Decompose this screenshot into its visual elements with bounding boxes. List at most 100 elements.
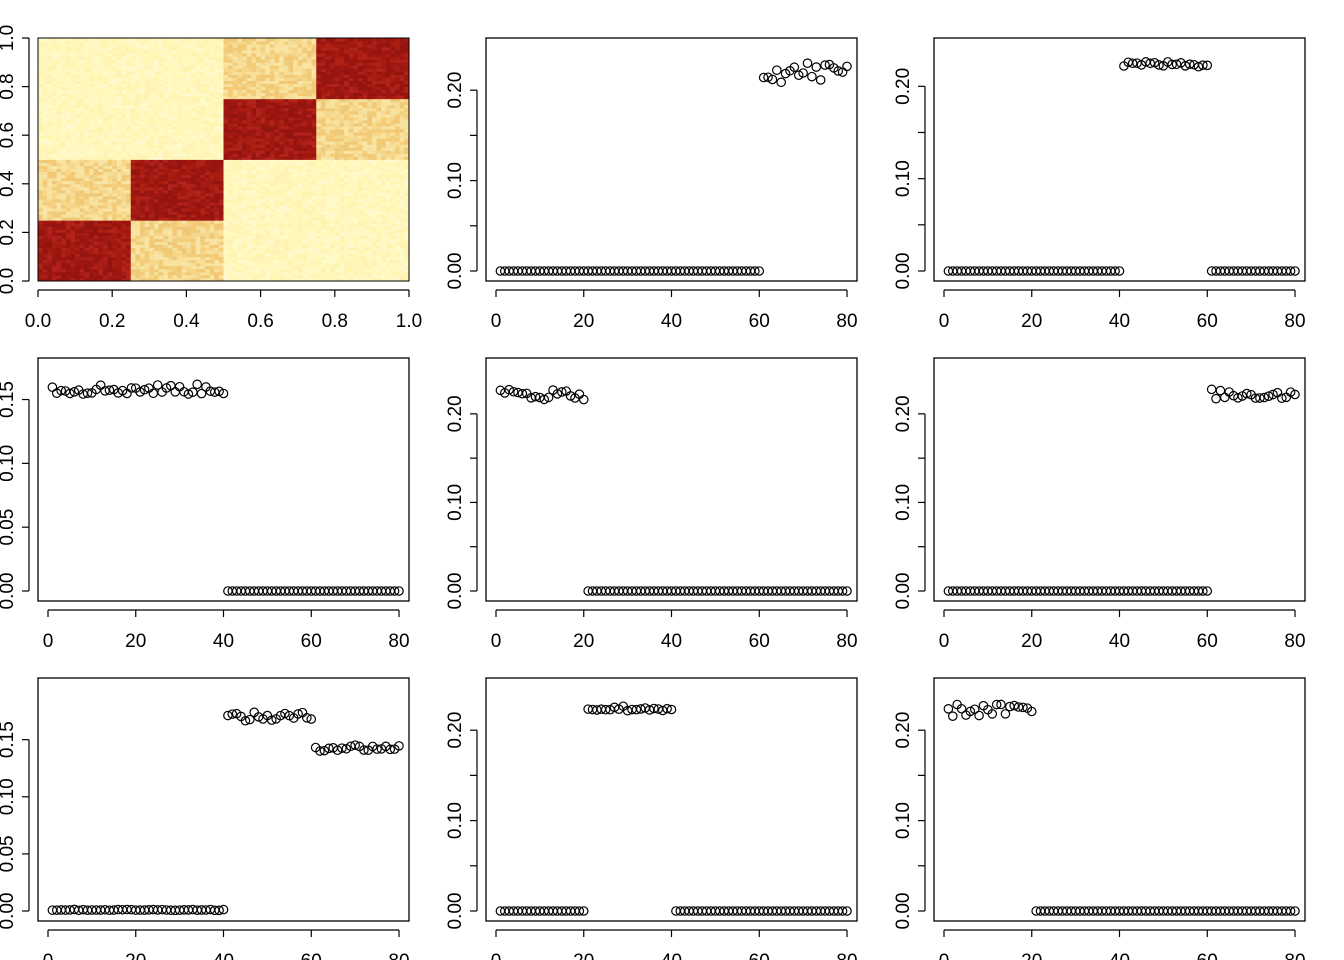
data-point xyxy=(1277,393,1287,404)
data-point xyxy=(323,743,334,754)
scatter-panel-5: 0 20 40 60 80 0.00 0.10 0.20 xyxy=(893,357,1306,652)
y-tick-label: 0.00 xyxy=(893,893,914,930)
y-tick-label: 0.05 xyxy=(0,509,18,546)
x-tick-label: 80 xyxy=(836,631,857,652)
data-point xyxy=(280,708,290,719)
data-point xyxy=(837,586,848,596)
data-point xyxy=(1290,389,1300,400)
data-point xyxy=(1018,702,1028,713)
data-point xyxy=(332,745,343,756)
y-tick-label: 0.10 xyxy=(0,778,18,815)
data-point xyxy=(1184,59,1195,70)
y-tick-label: 0.15 xyxy=(0,721,18,758)
x-tick-label: 0 xyxy=(43,631,54,652)
data-point xyxy=(802,58,813,69)
data-point xyxy=(1290,906,1300,916)
data-point xyxy=(1259,392,1270,403)
data-point xyxy=(552,389,563,399)
x-tick-label: 0.2 xyxy=(99,311,125,332)
data-point xyxy=(666,704,677,715)
data-point xyxy=(385,744,396,755)
data-point xyxy=(69,387,80,397)
x-tick-label: 80 xyxy=(388,631,409,652)
data-point xyxy=(837,906,848,916)
data-point xyxy=(649,703,659,714)
data-point xyxy=(504,384,514,395)
data-point xyxy=(574,906,585,916)
x-tick-label: 0 xyxy=(491,631,502,652)
x-tick-label: 80 xyxy=(1284,631,1305,652)
x-tick-label: 20 xyxy=(573,951,594,960)
heatmap-panel: 0.0 0.0 0.2 0.2 0.4 0.4 0.6 0.6 0.8 0.8 1.0 1.0 xyxy=(0,25,422,332)
x-tick-label: 80 xyxy=(836,311,857,332)
y-tick-label: 0.00 xyxy=(893,573,914,610)
x-tick-label: 60 xyxy=(1197,311,1218,332)
scatter-panel-4: 0 20 40 60 80 0.00 0.10 0.20 xyxy=(445,357,858,652)
y-tick-label: 0.20 xyxy=(893,68,914,105)
data-point xyxy=(1285,906,1296,916)
data-point xyxy=(218,904,229,915)
data-point xyxy=(578,394,589,405)
data-point xyxy=(842,586,852,596)
y-tick-label: 0.4 xyxy=(0,170,18,197)
data-point xyxy=(394,586,404,596)
x-tick-label: 60 xyxy=(1197,631,1218,652)
y-tick-label: 0.20 xyxy=(445,72,466,109)
x-tick-label: 0 xyxy=(939,631,950,652)
plot-frame xyxy=(485,357,858,602)
data-point xyxy=(965,706,976,717)
data-point xyxy=(842,61,852,72)
scatter-panel-3: 0 20 40 60 80 0.00 0.05 0.10 0.15 xyxy=(0,357,410,652)
x-tick-label: 60 xyxy=(1197,951,1218,960)
data-point xyxy=(631,704,642,715)
y-tick-label: 0.8 xyxy=(0,73,18,99)
x-tick-label: 20 xyxy=(1021,631,1042,652)
data-point xyxy=(1171,59,1182,70)
x-tick-label: 40 xyxy=(661,951,682,960)
data-point xyxy=(543,392,554,403)
data-point xyxy=(56,385,66,396)
data-point xyxy=(1114,266,1125,276)
data-point xyxy=(947,711,958,721)
data-point xyxy=(266,715,277,725)
data-point xyxy=(1290,266,1300,276)
data-point xyxy=(214,386,224,397)
data-point xyxy=(943,704,954,714)
x-tick-label: 80 xyxy=(1284,951,1305,960)
data-point xyxy=(1026,706,1037,717)
x-tick-label: 0 xyxy=(939,951,950,960)
plot-frame xyxy=(933,357,1306,602)
data-point xyxy=(139,384,150,395)
data-point xyxy=(183,389,194,399)
data-point xyxy=(539,394,550,405)
data-point xyxy=(104,385,115,395)
x-tick-label: 1.0 xyxy=(396,311,422,332)
data-point xyxy=(1255,393,1265,403)
x-tick-label: 40 xyxy=(1109,631,1130,652)
data-point xyxy=(793,70,804,81)
data-point xyxy=(508,386,519,397)
data-point xyxy=(227,709,238,719)
data-point xyxy=(240,715,251,726)
x-tick-label: 80 xyxy=(1284,311,1305,332)
data-point xyxy=(337,743,347,753)
y-tick-label: 0.20 xyxy=(445,712,466,749)
data-point xyxy=(1220,392,1230,403)
x-tick-label: 40 xyxy=(661,631,682,652)
data-point xyxy=(530,391,541,402)
x-tick-label: 40 xyxy=(661,311,682,332)
data-point xyxy=(763,72,773,83)
data-point xyxy=(833,66,844,76)
data-point xyxy=(1000,709,1011,719)
y-tick-label: 0.00 xyxy=(0,573,18,610)
x-tick-label: 60 xyxy=(749,631,770,652)
plot-frame xyxy=(37,677,410,922)
y-tick-label: 0.05 xyxy=(0,835,18,872)
y-tick-label: 0.10 xyxy=(445,802,466,839)
x-tick-label: 60 xyxy=(301,951,322,960)
y-tick-label: 0.00 xyxy=(445,253,466,290)
data-point xyxy=(662,703,672,714)
y-tick-label: 0.10 xyxy=(445,162,466,199)
data-point xyxy=(767,74,778,85)
